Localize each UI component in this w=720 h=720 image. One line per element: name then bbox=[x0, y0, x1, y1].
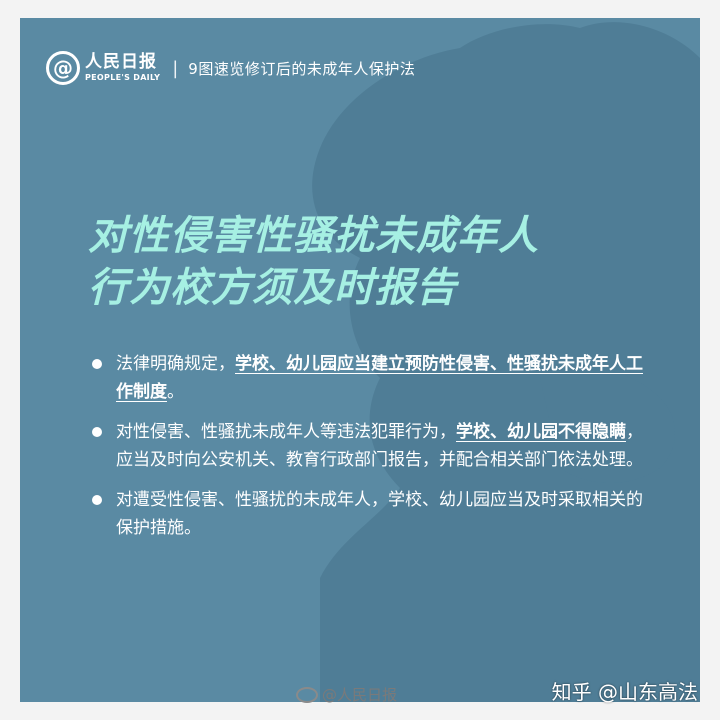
weibo-icon bbox=[296, 686, 318, 703]
bullet-dot-icon bbox=[92, 495, 102, 505]
bullet-text-emphasis: 学校、幼儿园不得隐瞒 bbox=[456, 422, 626, 442]
weibo-watermark: @人民日报 bbox=[296, 684, 397, 705]
bullet-text-plain: 法律明确规定， bbox=[116, 354, 235, 374]
bullet-text-plain: 对性侵害、性骚扰未成年人等违法犯罪行为， bbox=[116, 422, 456, 442]
zhihu-watermark: 知乎 @山东高法 bbox=[551, 680, 698, 704]
bullet-item: 对遭受性侵害、性骚扰的未成年人，学校、幼儿园应当及时采取相关的保护措施。 bbox=[88, 486, 648, 542]
series-title: 9图速览修订后的未成年人保护法 bbox=[188, 59, 416, 78]
peoples-daily-logo: 人民日报 PEOPLE'S DAILY bbox=[85, 54, 160, 82]
bullet-text: 对遭受性侵害、性骚扰的未成年人，学校、幼儿园应当及时采取相关的保护措施。 bbox=[116, 486, 648, 542]
brand-separator: | bbox=[172, 57, 179, 79]
headline-line-2: 行为校方须及时报告 bbox=[88, 265, 457, 311]
child-silhouette-graphic bbox=[312, 22, 700, 702]
logo-english-name: PEOPLE'S DAILY bbox=[85, 73, 161, 82]
bullet-text: 对性侵害、性骚扰未成年人等违法犯罪行为，学校、幼儿园不得隐瞒，应当及时向公安机关… bbox=[116, 418, 648, 474]
weibo-watermark-text: @人民日报 bbox=[322, 686, 398, 704]
bullet-text: 法律明确规定，学校、幼儿园应当建立预防性侵害、性骚扰未成年人工作制度。 bbox=[116, 350, 648, 406]
bullet-dot-icon bbox=[92, 427, 102, 437]
bullet-dot-icon bbox=[92, 359, 102, 369]
bullet-item: 对性侵害、性骚扰未成年人等违法犯罪行为，学校、幼儿园不得隐瞒，应当及时向公安机关… bbox=[88, 418, 648, 474]
bullet-item: 法律明确规定，学校、幼儿园应当建立预防性侵害、性骚扰未成年人工作制度。 bbox=[88, 350, 648, 406]
at-logo-icon: @ bbox=[46, 51, 80, 85]
headline: 对性侵害性骚扰未成年人 行为校方须及时报告 bbox=[88, 210, 688, 314]
bullet-text-plain: 对遭受性侵害、性骚扰的未成年人，学校、幼儿园应当及时采取相关的保护措施。 bbox=[116, 490, 643, 538]
bullet-text-plain: ，应当及时向公安机关、教育行政部门报告，并配合相关部门依法处理。 bbox=[116, 422, 643, 470]
bullet-text-plain: 。 bbox=[167, 382, 184, 402]
headline-line-1: 对性侵害性骚扰未成年人 bbox=[88, 213, 539, 259]
poster-card: @ 人民日报 PEOPLE'S DAILY | 9图速览修订后的未成年人保护法 … bbox=[20, 18, 700, 702]
brand-header: @ 人民日报 PEOPLE'S DAILY | 9图速览修订后的未成年人保护法 bbox=[46, 46, 415, 90]
bullet-list: 法律明确规定，学校、幼儿园应当建立预防性侵害、性骚扰未成年人工作制度。 对性侵害… bbox=[88, 350, 648, 554]
bullet-text-emphasis: 学校、幼儿园应当建立预防性侵害、性骚扰未成年人工作制度 bbox=[116, 354, 643, 402]
logo-chinese-name: 人民日报 bbox=[85, 52, 157, 72]
